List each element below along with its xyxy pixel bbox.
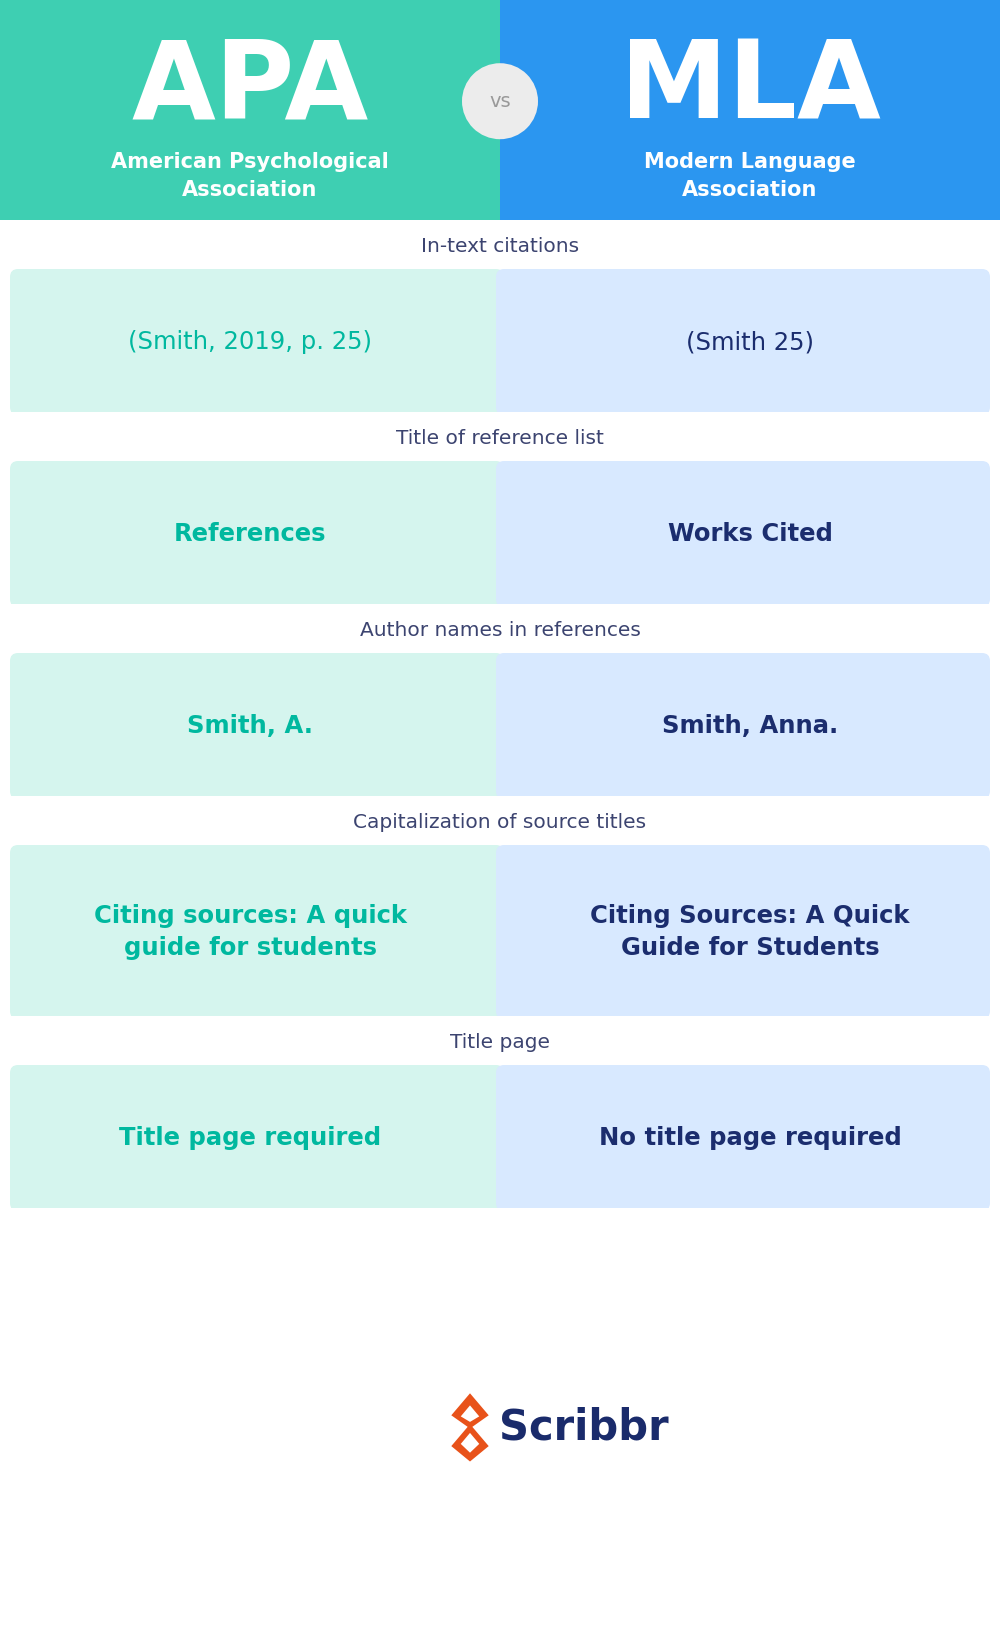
Text: References: References (174, 522, 326, 547)
Bar (0, 1207, 1000, 1627)
Text: Scribbr: Scribbr (499, 1406, 668, 1448)
FancyBboxPatch shape (10, 1066, 504, 1210)
FancyBboxPatch shape (10, 460, 504, 607)
Text: No title page required: No title page required (599, 1126, 901, 1150)
Text: MLA: MLA (620, 36, 880, 142)
Polygon shape (461, 1433, 479, 1453)
Bar (0, 796, 1000, 848)
Text: (Smith 25): (Smith 25) (686, 330, 814, 355)
FancyBboxPatch shape (10, 652, 504, 799)
FancyBboxPatch shape (496, 268, 990, 415)
Text: In-text citations: In-text citations (421, 236, 579, 255)
Text: Title page required: Title page required (119, 1126, 381, 1150)
FancyBboxPatch shape (496, 460, 990, 607)
Ellipse shape (462, 63, 538, 140)
Bar (0, 604, 1000, 656)
FancyBboxPatch shape (10, 844, 504, 1019)
Bar (0, 412, 1000, 464)
Text: APA: APA (131, 36, 369, 142)
Text: American Psychological
Association: American Psychological Association (111, 151, 389, 200)
Text: vs: vs (489, 91, 511, 111)
Text: Works Cited: Works Cited (668, 522, 832, 547)
Bar (0, 1015, 1000, 1067)
Text: Modern Language
Association: Modern Language Association (644, 151, 856, 200)
Polygon shape (451, 1393, 489, 1429)
Polygon shape (451, 1424, 489, 1461)
Text: Citing sources: A quick
guide for students: Citing sources: A quick guide for studen… (94, 903, 406, 960)
Text: Author names in references: Author names in references (360, 620, 640, 639)
Text: Capitalization of source titles: Capitalization of source titles (353, 812, 647, 831)
Text: Smith, A.: Smith, A. (187, 714, 313, 739)
FancyBboxPatch shape (496, 844, 990, 1019)
Bar (0, 0, 500, 220)
Text: (Smith, 2019, p. 25): (Smith, 2019, p. 25) (128, 330, 372, 355)
Bar (500, 0, 1000, 220)
Text: Citing Sources: A Quick
Guide for Students: Citing Sources: A Quick Guide for Studen… (590, 903, 910, 960)
Bar (0, 220, 1000, 272)
Text: Title of reference list: Title of reference list (396, 428, 604, 447)
Text: Title page: Title page (450, 1033, 550, 1051)
Text: Smith, Anna.: Smith, Anna. (662, 714, 838, 739)
Polygon shape (461, 1406, 479, 1422)
FancyBboxPatch shape (496, 1066, 990, 1210)
FancyBboxPatch shape (10, 268, 504, 415)
FancyBboxPatch shape (496, 652, 990, 799)
